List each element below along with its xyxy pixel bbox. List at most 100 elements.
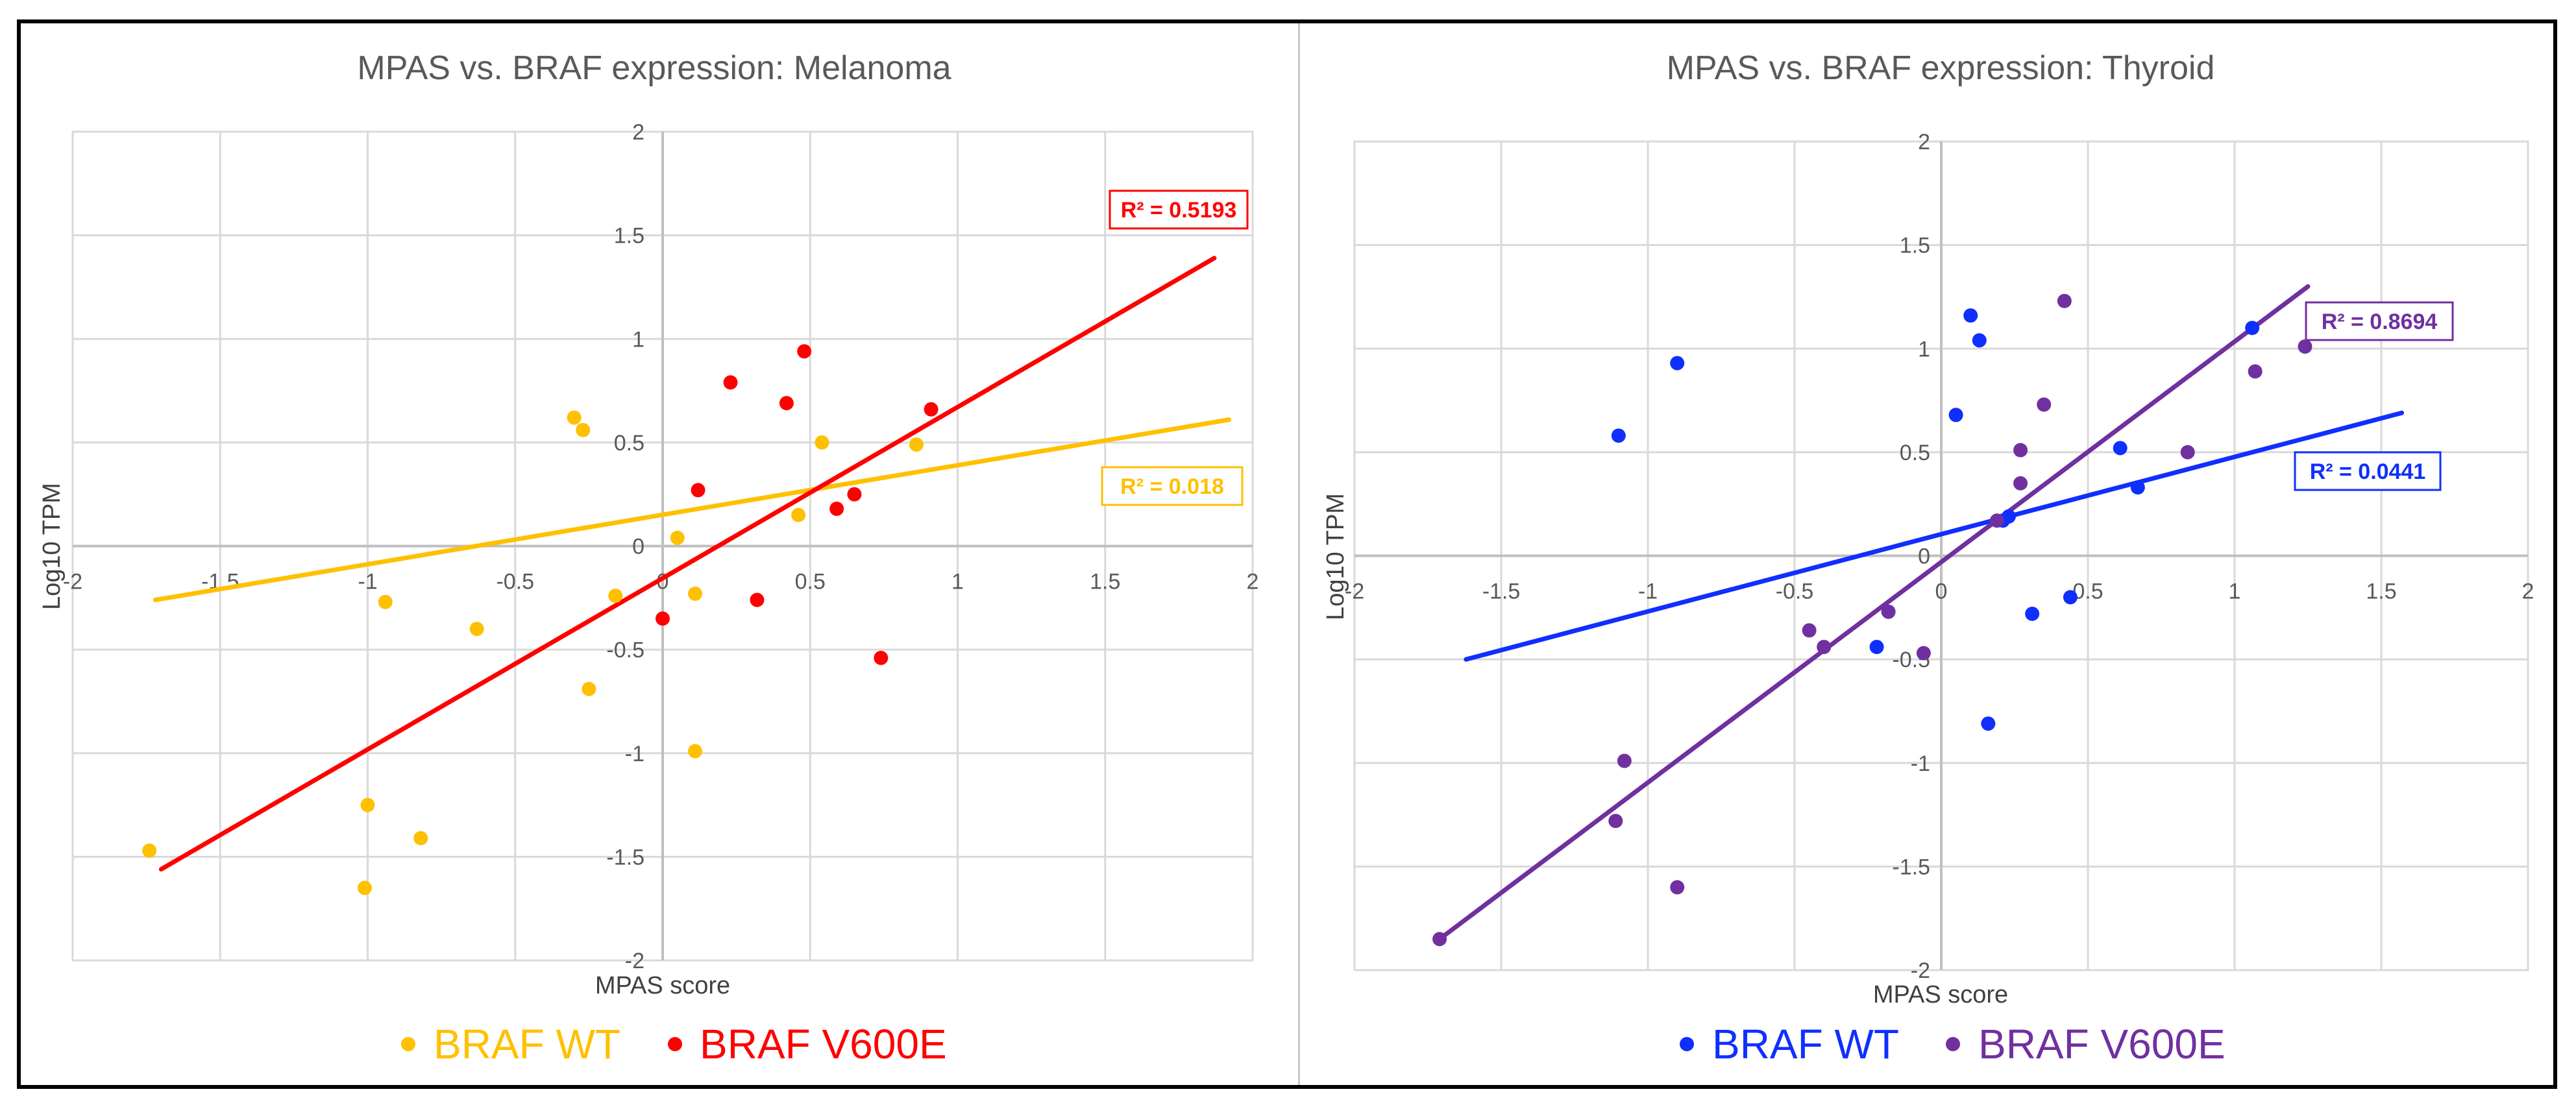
x-tick-label: -1 xyxy=(358,570,377,594)
x-tick-label: -1 xyxy=(1638,579,1658,604)
chart-title: MPAS vs. BRAF expression: Melanoma xyxy=(357,49,951,87)
y-tick-label: 1 xyxy=(632,327,644,352)
r-squared-box xyxy=(2294,451,2442,491)
trendline-braf-v600e xyxy=(158,256,1217,872)
data-point-braf-v600e xyxy=(1608,814,1623,829)
data-point-braf-v600e xyxy=(2180,445,2195,459)
legend-label: BRAF WT xyxy=(434,1021,620,1067)
x-tick-label: 1 xyxy=(951,570,964,594)
y-tick-label: -1.5 xyxy=(1892,855,1930,879)
y-tick-label: -2 xyxy=(625,949,644,973)
x-axis-label: MPAS score xyxy=(595,972,730,999)
y-tick-label: 1 xyxy=(1918,337,1930,361)
chart-title: MPAS vs. BRAF expression: Thyroid xyxy=(1667,49,2215,87)
data-point-braf-v600e xyxy=(797,344,812,359)
x-tick-label: -0.5 xyxy=(1776,579,1814,604)
y-tick-label: -2 xyxy=(1911,958,1930,983)
legend-label: BRAF WT xyxy=(1712,1021,1899,1067)
r-squared-box xyxy=(1109,189,1249,230)
r-squared-label: R² = 0.8694 xyxy=(2322,310,2438,334)
y-tick-label: 1.5 xyxy=(614,224,644,249)
data-point-braf-wt xyxy=(670,530,685,545)
data-point-braf-wt xyxy=(582,681,596,696)
data-point-braf-v600e xyxy=(2013,443,2028,457)
data-point-braf-wt xyxy=(576,422,591,437)
trendline-braf-v600e xyxy=(1437,284,2311,942)
data-point-braf-wt xyxy=(1869,639,1884,654)
data-point-braf-v600e xyxy=(1432,932,1447,947)
y-tick-label: 0 xyxy=(1918,544,1930,569)
data-point-braf-wt xyxy=(2113,441,2128,456)
x-tick-label: -0.5 xyxy=(496,570,534,594)
data-point-braf-wt xyxy=(909,437,924,452)
data-point-braf-v600e xyxy=(1881,604,1896,619)
data-point-braf-v600e xyxy=(1916,646,1931,661)
trendline-braf-wt xyxy=(1464,410,2405,662)
data-point-braf-v600e xyxy=(2013,476,2028,491)
data-point-braf-wt xyxy=(791,507,806,522)
data-point-braf-wt xyxy=(1981,716,1996,731)
legend-marker xyxy=(668,1037,682,1051)
data-point-braf-wt xyxy=(815,435,829,450)
data-point-braf-wt xyxy=(2130,480,2145,495)
r-squared-label: R² = 0.0441 xyxy=(2310,459,2426,484)
data-point-braf-v600e xyxy=(2057,293,2072,308)
data-point-braf-wt xyxy=(1611,428,1626,443)
y-tick-label: -1.5 xyxy=(606,845,644,870)
x-tick-label: -1.5 xyxy=(1482,579,1521,604)
data-point-braf-wt xyxy=(687,744,702,759)
data-point-braf-wt xyxy=(142,843,157,858)
data-point-braf-wt xyxy=(2025,606,2040,621)
trendline-braf-wt xyxy=(153,417,1232,603)
data-point-braf-wt xyxy=(1670,356,1685,371)
y-tick-label: 0.5 xyxy=(614,431,644,456)
data-point-braf-v600e xyxy=(1670,880,1685,895)
data-point-braf-v600e xyxy=(2248,364,2263,379)
x-tick-label: 2 xyxy=(2522,579,2534,604)
data-point-braf-v600e xyxy=(1817,639,1832,654)
data-point-braf-v600e xyxy=(691,483,705,498)
data-point-braf-v600e xyxy=(2037,397,2052,412)
data-point-braf-v600e xyxy=(1617,753,1632,768)
legend-label: BRAF V600E xyxy=(700,1021,947,1067)
data-point-braf-wt xyxy=(2063,590,2078,605)
y-axis-label: Log10 TPM xyxy=(38,483,66,610)
r-squared-box xyxy=(2305,301,2454,341)
data-point-braf-v600e xyxy=(829,502,844,517)
y-tick-label: 2 xyxy=(632,120,644,145)
legend-marker xyxy=(1680,1037,1694,1051)
data-point-braf-v600e xyxy=(847,487,862,502)
data-point-braf-wt xyxy=(378,594,393,609)
data-point-braf-wt xyxy=(1972,333,1987,348)
data-point-braf-wt xyxy=(2001,509,2016,524)
r-squared-box xyxy=(1101,466,1244,506)
y-tick-label: 1.5 xyxy=(1900,234,1930,258)
x-tick-label: 0.5 xyxy=(795,570,826,594)
r-squared-label: R² = 0.018 xyxy=(1120,474,1224,499)
legend-marker xyxy=(401,1037,415,1051)
x-tick-label: 0 xyxy=(1935,579,1948,604)
x-tick-label: 1 xyxy=(2229,579,2241,604)
data-point-braf-v600e xyxy=(874,650,889,665)
data-point-braf-wt xyxy=(357,881,372,896)
data-point-braf-v600e xyxy=(779,396,794,411)
y-tick-label: 0.5 xyxy=(1900,441,1930,465)
data-point-braf-wt xyxy=(469,622,484,637)
data-point-braf-v600e xyxy=(750,592,765,607)
data-point-braf-v600e xyxy=(656,611,670,626)
y-tick-label: -1 xyxy=(625,742,644,766)
y-axis-label: Log10 TPM xyxy=(1322,493,1349,620)
y-tick-label: -0.5 xyxy=(606,638,644,663)
data-point-braf-wt xyxy=(413,831,428,846)
x-tick-label: 1.5 xyxy=(2366,579,2396,604)
data-point-braf-wt xyxy=(687,586,702,601)
data-point-braf-v600e xyxy=(1802,623,1817,638)
data-point-braf-wt xyxy=(608,589,623,603)
y-tick-label: 2 xyxy=(1918,130,1930,154)
x-tick-label: 1.5 xyxy=(1090,570,1120,594)
x-tick-label: -2 xyxy=(1345,579,1364,604)
data-point-braf-wt xyxy=(1963,308,1978,323)
data-point-braf-v600e xyxy=(924,402,938,417)
data-point-braf-v600e xyxy=(2298,339,2312,354)
r-squared-label: R² = 0.5193 xyxy=(1121,198,1237,223)
